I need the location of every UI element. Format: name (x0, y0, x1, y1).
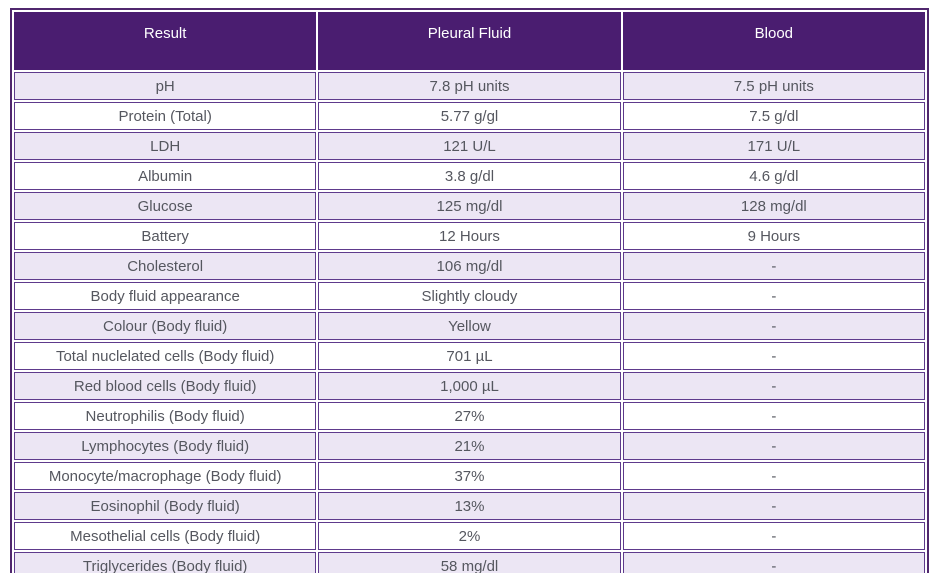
blood-cell: - (622, 522, 925, 550)
pleural-fluid-cell: 2% (318, 522, 621, 550)
result-cell: Colour (Body fluid) (14, 312, 317, 340)
pleural-fluid-cell: 37% (318, 462, 621, 490)
pleural-fluid-cell: 3.8 g/dl (318, 162, 621, 190)
table-row: Neutrophilis (Body fluid) 27% - (14, 402, 925, 430)
blood-cell: - (622, 552, 925, 573)
pleural-fluid-cell: 13% (318, 492, 621, 520)
result-cell: Lymphocytes (Body fluid) (14, 432, 317, 460)
result-cell: Cholesterol (14, 252, 317, 280)
column-header-pleural-fluid: Pleural Fluid (318, 12, 621, 70)
table-row: Battery 12 Hours 9 Hours (14, 222, 925, 250)
header-row: Result Pleural Fluid Blood (14, 12, 925, 70)
result-cell: Battery (14, 222, 317, 250)
table-row: Body fluid appearance Slightly cloudy - (14, 282, 925, 310)
table-row: Lymphocytes (Body fluid) 21% - (14, 432, 925, 460)
blood-cell: - (622, 372, 925, 400)
table-body: pH 7.8 pH units 7.5 pH units Protein (To… (14, 72, 925, 573)
pleural-fluid-cell: 701 µL (318, 342, 621, 370)
result-cell: Protein (Total) (14, 102, 317, 130)
table-row: Monocyte/macrophage (Body fluid) 37% - (14, 462, 925, 490)
pleural-fluid-cell: 27% (318, 402, 621, 430)
pleural-fluid-cell: Slightly cloudy (318, 282, 621, 310)
blood-cell: 7.5 pH units (622, 72, 925, 100)
table-row: Albumin 3.8 g/dl 4.6 g/dl (14, 162, 925, 190)
pleural-fluid-cell: 7.8 pH units (318, 72, 621, 100)
blood-cell: 7.5 g/dl (622, 102, 925, 130)
table-row: Total nuclelated cells (Body fluid) 701 … (14, 342, 925, 370)
pleural-fluid-cell: 58 mg/dl (318, 552, 621, 573)
result-cell: Mesothelial cells (Body fluid) (14, 522, 317, 550)
table-row: Protein (Total) 5.77 g/gl 7.5 g/dl (14, 102, 925, 130)
table-row: Glucose 125 mg/dl 128 mg/dl (14, 192, 925, 220)
pleural-fluid-cell: 1,000 µL (318, 372, 621, 400)
blood-cell: - (622, 462, 925, 490)
table-row: Red blood cells (Body fluid) 1,000 µL - (14, 372, 925, 400)
result-cell: Monocyte/macrophage (Body fluid) (14, 462, 317, 490)
blood-cell: - (622, 282, 925, 310)
column-header-blood: Blood (622, 12, 925, 70)
blood-cell: - (622, 432, 925, 460)
blood-cell: 4.6 g/dl (622, 162, 925, 190)
blood-cell: - (622, 492, 925, 520)
result-cell: LDH (14, 132, 317, 160)
column-header-result: Result (14, 12, 317, 70)
result-cell: Albumin (14, 162, 317, 190)
blood-cell: 128 mg/dl (622, 192, 925, 220)
table-row: Cholesterol 106 mg/dl - (14, 252, 925, 280)
blood-cell: - (622, 252, 925, 280)
table-row: Mesothelial cells (Body fluid) 2% - (14, 522, 925, 550)
lab-results-table: Result Pleural Fluid Blood pH 7.8 pH uni… (10, 8, 929, 573)
result-cell: Eosinophil (Body fluid) (14, 492, 317, 520)
table-row: Eosinophil (Body fluid) 13% - (14, 492, 925, 520)
pleural-fluid-cell: Yellow (318, 312, 621, 340)
table-row: Triglycerides (Body fluid) 58 mg/dl - (14, 552, 925, 573)
blood-cell: 171 U/L (622, 132, 925, 160)
blood-cell: - (622, 402, 925, 430)
result-cell: Body fluid appearance (14, 282, 317, 310)
lab-results-table-container: Result Pleural Fluid Blood pH 7.8 pH uni… (10, 8, 929, 573)
pleural-fluid-cell: 121 U/L (318, 132, 621, 160)
pleural-fluid-cell: 21% (318, 432, 621, 460)
pleural-fluid-cell: 5.77 g/gl (318, 102, 621, 130)
blood-cell: - (622, 312, 925, 340)
table-row: Colour (Body fluid) Yellow - (14, 312, 925, 340)
result-cell: Triglycerides (Body fluid) (14, 552, 317, 573)
result-cell: Total nuclelated cells (Body fluid) (14, 342, 317, 370)
table-header: Result Pleural Fluid Blood (14, 12, 925, 70)
table-row: pH 7.8 pH units 7.5 pH units (14, 72, 925, 100)
result-cell: pH (14, 72, 317, 100)
blood-cell: 9 Hours (622, 222, 925, 250)
table-row: LDH 121 U/L 171 U/L (14, 132, 925, 160)
pleural-fluid-cell: 125 mg/dl (318, 192, 621, 220)
result-cell: Red blood cells (Body fluid) (14, 372, 317, 400)
result-cell: Neutrophilis (Body fluid) (14, 402, 317, 430)
pleural-fluid-cell: 12 Hours (318, 222, 621, 250)
pleural-fluid-cell: 106 mg/dl (318, 252, 621, 280)
result-cell: Glucose (14, 192, 317, 220)
blood-cell: - (622, 342, 925, 370)
